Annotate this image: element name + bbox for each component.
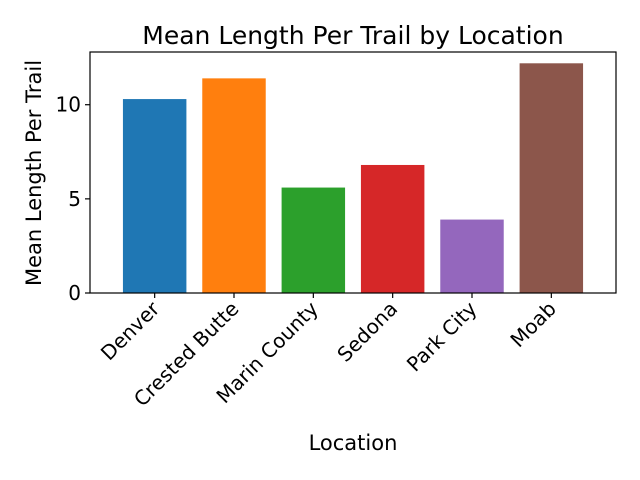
x-tick-label-park-city: Park City: [402, 296, 482, 376]
x-tick-label-denver: Denver: [96, 296, 165, 365]
x-axis-label: Location: [309, 431, 398, 455]
chart-title: Mean Length Per Trail by Location: [142, 21, 563, 50]
y-axis: 0 5 10: [56, 93, 90, 305]
x-tick-label-moab: Moab: [505, 297, 560, 352]
y-tick-label-5: 5: [68, 187, 81, 211]
bar-crested-butte: [202, 78, 266, 293]
y-tick-label-0: 0: [68, 281, 81, 305]
bar-marin-county: [281, 187, 346, 293]
y-axis-label: Mean Length Per Trail: [22, 60, 46, 286]
y-tick-label-10: 10: [56, 93, 81, 117]
x-tick-label-sedona: Sedona: [332, 297, 402, 367]
bars-group: [122, 63, 584, 293]
bar-sedona: [360, 164, 425, 293]
bar-denver: [122, 99, 187, 293]
bar-moab: [519, 63, 584, 293]
plot-frame: [89, 51, 617, 294]
bar-park-city: [440, 219, 504, 293]
